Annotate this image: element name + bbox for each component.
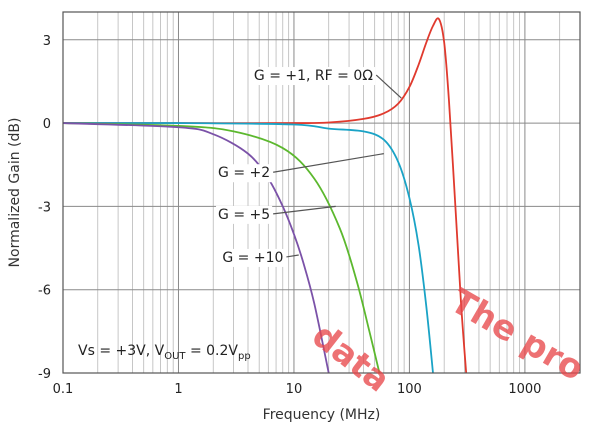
annotation-label-3: G = +5	[218, 207, 270, 223]
annotation-leader-3	[273, 205, 336, 215]
x-tick-label: 0.1	[53, 382, 74, 397]
x-tick-label: 1000	[508, 382, 541, 397]
annotation-leader-2	[273, 153, 384, 173]
x-tick-label: 100	[397, 382, 422, 397]
annotation-leader-1	[375, 74, 402, 99]
annotation-bg	[216, 205, 273, 224]
x-tick-label: 10	[286, 382, 303, 397]
annotation-leader-4	[286, 254, 299, 258]
condition-note: Vs = +3V, VOUT = 0.2Vpp	[78, 343, 251, 362]
y-tick-label: 3	[43, 34, 51, 49]
annotation-label-2: G = +2	[218, 165, 270, 181]
x-axis-label: Frequency (MHz)	[263, 407, 381, 423]
series-lines	[63, 17, 468, 373]
condition-sub-pp: pp	[238, 351, 251, 362]
condition-sub-out: OUT	[164, 351, 186, 362]
series-line-2	[63, 122, 434, 373]
y-tick-label: -9	[38, 367, 51, 382]
annotation-label-1: G = +1, RF = 0Ω	[254, 68, 373, 84]
annotations: G = +1, RF = 0Ω G = +2 G = +5 G = +10	[216, 67, 402, 267]
x-tick-label: 1	[174, 382, 182, 397]
plot-frame	[62, 11, 581, 374]
annotation-bg	[220, 248, 286, 267]
condition-mid: = 0.2V	[186, 343, 239, 359]
y-tick-label: 0	[43, 117, 51, 132]
annotation-label-4: G = +10	[222, 250, 283, 266]
series-line-3	[63, 122, 381, 373]
y-tick-label: -6	[38, 284, 51, 299]
y-tick-label: -3	[38, 200, 51, 215]
annotation-bg	[251, 67, 376, 86]
series-line-4	[63, 122, 330, 373]
series-line-1	[63, 17, 468, 373]
annotation-bg	[216, 164, 273, 183]
tick-labels: 0.1 1 10 100 1000 3 0 -3 -6 -9	[38, 34, 541, 397]
y-axis-label: Normalized Gain (dB)	[7, 118, 23, 268]
condition-prefix: Vs = +3V, V	[78, 343, 165, 359]
